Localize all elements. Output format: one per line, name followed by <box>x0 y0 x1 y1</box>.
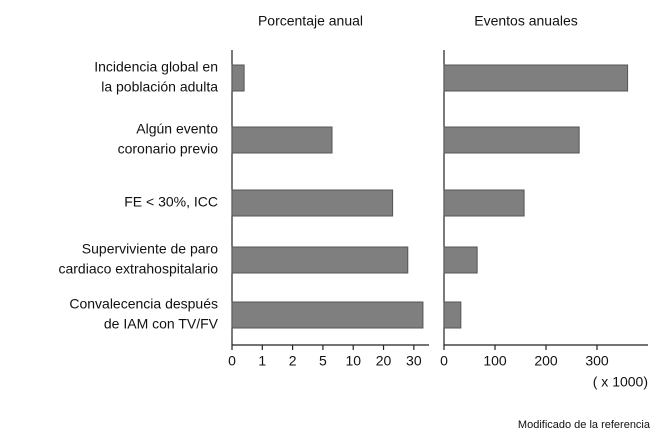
x-tick-label: 300 <box>585 353 609 369</box>
category-label: Incidencia global en <box>94 59 218 75</box>
bar <box>231 126 333 154</box>
panel-title: Eventos anuales <box>474 13 578 29</box>
bar <box>443 126 580 154</box>
x-axis-label: ( x 1000) <box>593 374 648 390</box>
category-label: Superviviente de paro <box>82 241 218 257</box>
x-tick-label: 1 <box>258 353 266 369</box>
category-label: coronario previo <box>118 141 219 157</box>
category-label: Convalecencia después <box>69 296 218 312</box>
x-tick-label: 30 <box>406 353 422 369</box>
bar <box>443 64 629 92</box>
category-label: FE < 30%, ICC <box>124 194 218 210</box>
bar <box>231 246 409 274</box>
category-label: la población adulta <box>101 79 218 95</box>
footnote: Modificado de la referencia <box>518 419 650 431</box>
bar <box>443 301 462 329</box>
category-label: Algún evento <box>136 121 218 137</box>
x-tick-label: 200 <box>534 353 558 369</box>
panel-title: Porcentaje anual <box>258 13 363 29</box>
bar <box>231 189 394 217</box>
x-tick-label: 10 <box>345 353 361 369</box>
bar <box>231 301 424 329</box>
bar <box>231 64 245 92</box>
x-tick-label: 100 <box>483 353 507 369</box>
x-tick-label: 0 <box>440 353 448 369</box>
x-tick-label: 20 <box>376 353 392 369</box>
category-label: de IAM con TV/FV <box>104 316 219 332</box>
x-tick-label: 5 <box>319 353 327 369</box>
x-tick-label: 0 <box>228 353 236 369</box>
bar <box>443 246 478 274</box>
bar <box>443 189 525 217</box>
category-label: cardiaco extrahospitalario <box>58 261 218 277</box>
x-tick-label: 2 <box>289 353 297 369</box>
